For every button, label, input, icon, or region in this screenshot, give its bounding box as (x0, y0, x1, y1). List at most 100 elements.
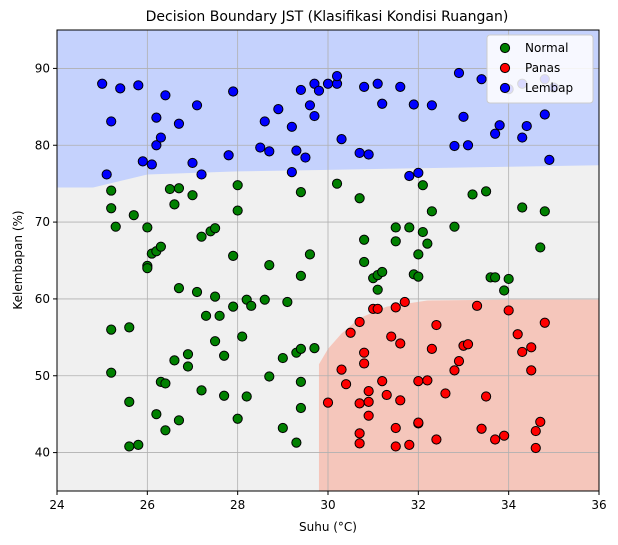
point-normal (160, 378, 171, 389)
point-lembap (517, 132, 528, 143)
point-normal (142, 263, 153, 274)
point-normal (503, 273, 514, 285)
point-normal (467, 189, 478, 200)
point-panas (322, 397, 334, 408)
point-panas (530, 442, 541, 454)
x-tick-label: 30 (320, 498, 335, 512)
point-panas (354, 438, 365, 449)
point-normal (209, 336, 221, 347)
point-normal (128, 210, 139, 221)
point-lembap (359, 81, 370, 92)
point-panas (404, 439, 415, 450)
point-normal (209, 291, 221, 302)
point-normal (277, 422, 288, 434)
point-normal (295, 187, 306, 198)
point-normal (169, 199, 180, 210)
point-panas (526, 365, 537, 376)
point-lembap (363, 149, 374, 160)
point-normal (214, 310, 225, 321)
point-normal (404, 222, 415, 233)
point-normal (295, 343, 306, 354)
point-panas (390, 441, 401, 452)
point-lembap (331, 71, 343, 82)
point-panas (386, 331, 397, 342)
point-panas (372, 303, 383, 315)
point-lembap (115, 83, 126, 94)
point-lembap (228, 86, 239, 97)
legend-marker-lembap (499, 82, 511, 94)
point-normal (264, 260, 275, 271)
point-panas (476, 423, 487, 434)
point-panas (431, 434, 442, 445)
point-panas (390, 302, 401, 313)
point-panas (413, 417, 424, 428)
point-lembap (191, 100, 203, 111)
point-normal (291, 437, 302, 448)
point-normal (173, 415, 185, 426)
point-panas (363, 386, 374, 397)
point-lembap (539, 109, 550, 120)
point-panas (539, 317, 550, 328)
point-normal (377, 266, 388, 278)
point-normal (219, 390, 230, 401)
point-lembap (97, 78, 108, 89)
y-tick-label: 80 (35, 138, 50, 152)
point-panas (354, 428, 365, 439)
point-lembap (476, 74, 487, 85)
point-normal (354, 193, 365, 204)
point-lembap (295, 84, 306, 96)
point-panas (336, 364, 347, 375)
point-normal (359, 256, 370, 268)
point-panas (377, 376, 388, 387)
point-lembap (101, 169, 112, 180)
point-lembap (173, 118, 185, 129)
point-normal (390, 236, 401, 247)
point-normal (228, 250, 239, 261)
point-panas (345, 327, 356, 338)
region-panas (318, 299, 599, 491)
point-panas (453, 356, 465, 367)
point-lembap (106, 116, 117, 127)
point-panas (462, 339, 474, 350)
point-normal (169, 355, 180, 366)
point-panas (413, 376, 424, 387)
y-tick-label: 60 (35, 292, 50, 306)
point-panas (471, 300, 483, 311)
point-normal (246, 300, 257, 311)
point-lembap (273, 104, 284, 115)
point-panas (517, 346, 528, 358)
point-panas (526, 342, 537, 353)
point-panas (535, 416, 546, 427)
point-panas (381, 389, 392, 401)
point-normal (228, 301, 239, 312)
legend-box (486, 34, 594, 104)
point-lembap (404, 170, 415, 182)
point-normal (106, 367, 117, 378)
point-lembap (151, 112, 162, 123)
point-normal (417, 180, 428, 191)
point-normal (535, 242, 546, 253)
point-normal (142, 222, 153, 233)
point-normal (106, 185, 117, 196)
point-lembap (521, 120, 532, 132)
point-normal (124, 322, 135, 333)
y-tick-label: 70 (35, 215, 50, 229)
point-normal (106, 324, 117, 335)
point-panas (395, 338, 406, 349)
point-panas (340, 379, 352, 390)
legend-label-panas: Panas (525, 61, 560, 75)
point-panas (359, 347, 370, 358)
point-normal (282, 296, 293, 308)
point-normal (417, 226, 428, 238)
point-normal (413, 249, 424, 260)
point-lembap (544, 154, 555, 165)
point-normal (182, 349, 194, 360)
point-normal (426, 206, 437, 217)
point-lembap (458, 111, 469, 122)
point-lembap (286, 167, 297, 178)
point-lembap (462, 140, 474, 151)
point-normal (160, 425, 171, 436)
point-panas (354, 398, 365, 409)
point-lembap (187, 157, 198, 169)
